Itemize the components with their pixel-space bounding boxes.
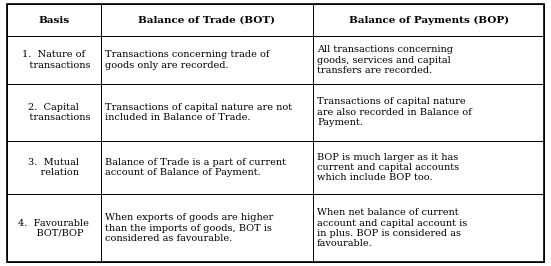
Bar bbox=[313, 4, 544, 36]
Bar bbox=[101, 4, 313, 36]
Bar bbox=[313, 194, 544, 262]
Text: Balance of Payments (BOP): Balance of Payments (BOP) bbox=[349, 15, 509, 25]
Bar bbox=[7, 84, 101, 141]
Bar bbox=[101, 141, 313, 194]
Text: Balance of Trade (BOT): Balance of Trade (BOT) bbox=[138, 16, 276, 25]
Bar bbox=[7, 194, 101, 262]
Bar bbox=[7, 36, 101, 84]
Bar bbox=[313, 36, 544, 84]
Text: Transactions concerning trade of
goods only are recorded.: Transactions concerning trade of goods o… bbox=[105, 50, 269, 70]
Bar bbox=[7, 141, 101, 194]
Bar bbox=[101, 36, 313, 84]
Text: Transactions of capital nature
are also recorded in Balance of
Payment.: Transactions of capital nature are also … bbox=[317, 97, 472, 127]
Bar bbox=[313, 84, 544, 141]
Bar bbox=[101, 194, 313, 262]
Text: 2.  Capital
    transactions: 2. Capital transactions bbox=[17, 103, 90, 122]
Text: BOP is much larger as it has
current and capital accounts
which include BOP too.: BOP is much larger as it has current and… bbox=[317, 153, 459, 182]
Bar bbox=[7, 4, 101, 36]
Text: When exports of goods are higher
than the imports of goods, BOT is
considered as: When exports of goods are higher than th… bbox=[105, 213, 273, 243]
Text: Transactions of capital nature are not
included in Balance of Trade.: Transactions of capital nature are not i… bbox=[105, 103, 291, 122]
Text: 4.  Favourable
    BOT/BOP: 4. Favourable BOT/BOP bbox=[18, 219, 89, 238]
Text: Basis: Basis bbox=[38, 16, 69, 25]
Bar bbox=[101, 84, 313, 141]
Text: 3.  Mutual
    relation: 3. Mutual relation bbox=[28, 158, 79, 177]
Text: All transactions concerning
goods, services and capital
transfers are recorded.: All transactions concerning goods, servi… bbox=[317, 45, 453, 75]
Text: Balance of Trade is a part of current
account of Balance of Payment.: Balance of Trade is a part of current ac… bbox=[105, 158, 285, 177]
Text: 1.  Nature of
    transactions: 1. Nature of transactions bbox=[17, 50, 90, 70]
Bar bbox=[313, 141, 544, 194]
Text: When net balance of current
account and capital account is
in plus. BOP is consi: When net balance of current account and … bbox=[317, 208, 467, 248]
